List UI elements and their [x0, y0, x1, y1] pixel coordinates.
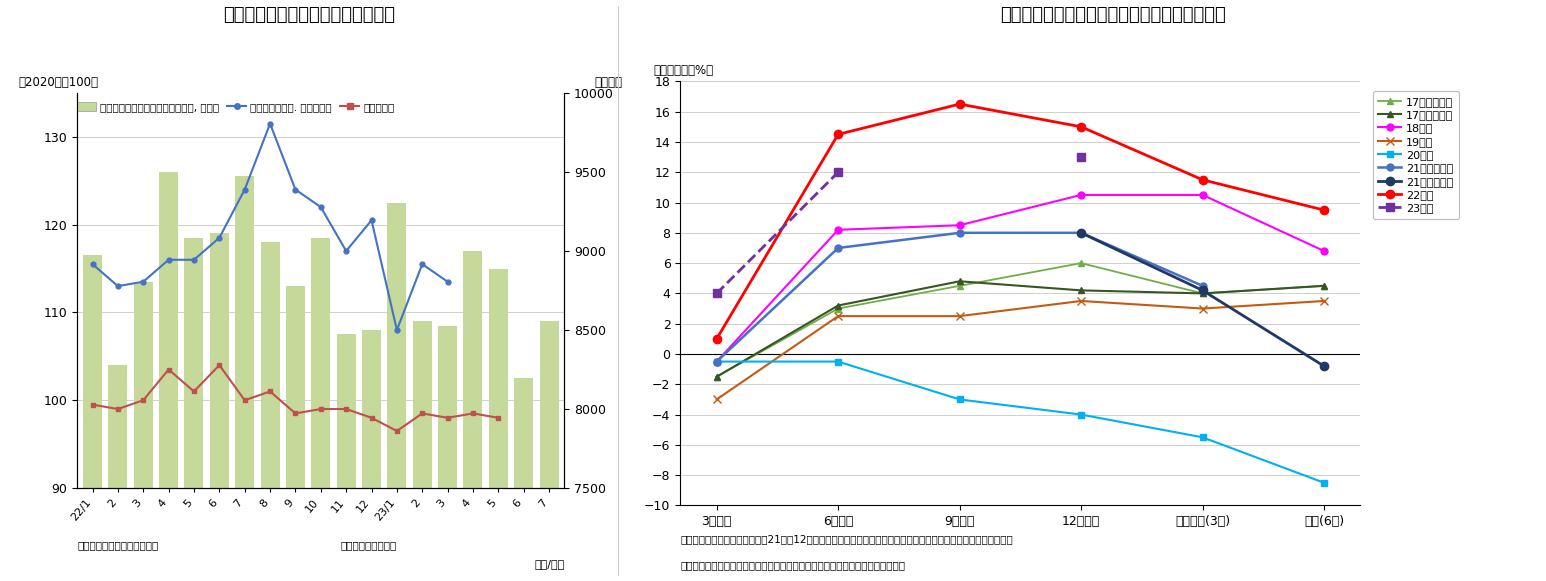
Bar	[438, 325, 458, 581]
17年度（新）	[1194, 290, 1212, 297]
17年度（新）	[951, 278, 969, 285]
21年度（旧）	[951, 229, 969, 236]
22年度	[1194, 176, 1212, 183]
19年度	[1071, 297, 1090, 304]
17年度（旧）	[951, 282, 969, 289]
Line: 21年度（新）: 21年度（新）	[1078, 229, 1328, 370]
21年度（旧）	[708, 358, 727, 365]
Text: （図表８）設備投資関連指標の動向: （図表８）設備投資関連指標の動向	[223, 6, 396, 24]
Text: （2020年＝100）: （2020年＝100）	[19, 76, 99, 89]
Text: （億円）: （億円）	[595, 76, 623, 89]
21年度（新）	[1071, 229, 1090, 236]
Line: 23年度: 23年度	[713, 153, 1085, 297]
17年度（旧）	[708, 373, 727, 380]
18年度	[1314, 248, 1333, 254]
Text: （図表９）設備投資計画推移（全規模全産業）: （図表９）設備投資計画推移（全規模全産業）	[1000, 6, 1226, 24]
21年度（旧）	[829, 245, 847, 252]
17年度（新）	[1071, 287, 1090, 294]
20年度	[951, 396, 969, 403]
22年度	[708, 335, 727, 342]
Bar	[515, 378, 533, 581]
22年度	[951, 101, 969, 107]
21年度（旧）	[1071, 229, 1090, 236]
23年度	[708, 290, 727, 297]
18年度	[1194, 192, 1212, 199]
20年度	[708, 358, 727, 365]
Bar	[184, 238, 204, 581]
Text: （資料）経済産業省、内閣府: （資料）経済産業省、内閣府	[77, 540, 159, 550]
Bar	[337, 335, 356, 581]
Bar	[135, 282, 153, 581]
21年度（新）	[1314, 363, 1333, 370]
Bar	[286, 286, 305, 581]
Text: （対前年比、%）: （対前年比、%）	[652, 64, 713, 77]
20年度	[1314, 479, 1333, 486]
17年度（旧）	[1194, 290, 1212, 297]
19年度	[1314, 297, 1333, 304]
20年度	[1194, 434, 1212, 441]
21年度（旧）	[1194, 282, 1212, 289]
18年度	[708, 358, 727, 365]
18年度	[951, 222, 969, 229]
Line: 17年度（旧）: 17年度（旧）	[713, 260, 1328, 380]
19年度	[1194, 305, 1212, 312]
Bar	[540, 321, 558, 581]
Legend: 17年度（旧）, 17年度（新）, 18年度, 19年度, 20年度, 21年度（旧）, 21年度（新）, 22年度, 23年度: 17年度（旧）, 17年度（新）, 18年度, 19年度, 20年度, 21年度…	[1373, 91, 1459, 219]
Line: 22年度: 22年度	[713, 100, 1328, 343]
17年度（新）	[708, 373, 727, 380]
23年度	[1071, 153, 1090, 160]
Bar	[362, 330, 380, 581]
22年度	[1071, 123, 1090, 130]
21年度（新）	[1194, 287, 1212, 294]
Line: 17年度（新）: 17年度（新）	[713, 278, 1328, 380]
Bar	[261, 242, 280, 581]
Bar	[388, 203, 407, 581]
Bar	[489, 268, 507, 581]
19年度	[708, 396, 727, 403]
19年度	[951, 313, 969, 320]
Bar	[159, 172, 178, 581]
17年度（旧）	[1071, 260, 1090, 267]
23年度	[829, 168, 847, 175]
19年度	[829, 313, 847, 320]
Text: （注）リース会計対応ベース。21年度12月調査は新旧併記、その後は新ベース（対象見直し後）、点線は今回予測: （注）リース会計対応ベース。21年度12月調査は新旧併記、その後は新ベース（対象…	[680, 535, 1013, 544]
17年度（新）	[1314, 282, 1333, 289]
Text: （年/月）: （年/月）	[533, 559, 564, 569]
Line: 18年度: 18年度	[713, 192, 1328, 365]
Bar	[413, 321, 431, 581]
20年度	[829, 358, 847, 365]
Bar	[464, 251, 482, 581]
Text: （資料）日本銀行「全国企業短期経済観測調査」、予測値はニッセイ基礎研究所: （資料）日本銀行「全国企業短期経済観測調査」、予測値はニッセイ基礎研究所	[680, 561, 906, 571]
17年度（新）	[829, 302, 847, 309]
Line: 19年度: 19年度	[713, 297, 1328, 404]
Line: 20年度: 20年度	[713, 358, 1328, 486]
22年度	[1314, 207, 1333, 214]
18年度	[829, 227, 847, 234]
Bar	[311, 238, 331, 581]
Legend: 機械受注（船舶・電力を除く民需, 右軸）, 資本財出荷（除. 輸送機械）, 建設財出荷: 機械受注（船舶・電力を除く民需, 右軸）, 資本財出荷（除. 輸送機械）, 建設…	[73, 98, 399, 117]
Bar	[210, 234, 229, 581]
18年度	[1071, 192, 1090, 199]
Bar	[108, 365, 127, 581]
Text: （注）季節調整済み: （注）季節調整済み	[340, 540, 396, 550]
Bar	[235, 177, 254, 581]
Bar	[83, 256, 102, 581]
22年度	[829, 131, 847, 138]
17年度（旧）	[1314, 282, 1333, 289]
Line: 21年度（旧）: 21年度（旧）	[713, 229, 1206, 365]
20年度	[1071, 411, 1090, 418]
17年度（旧）	[829, 305, 847, 312]
